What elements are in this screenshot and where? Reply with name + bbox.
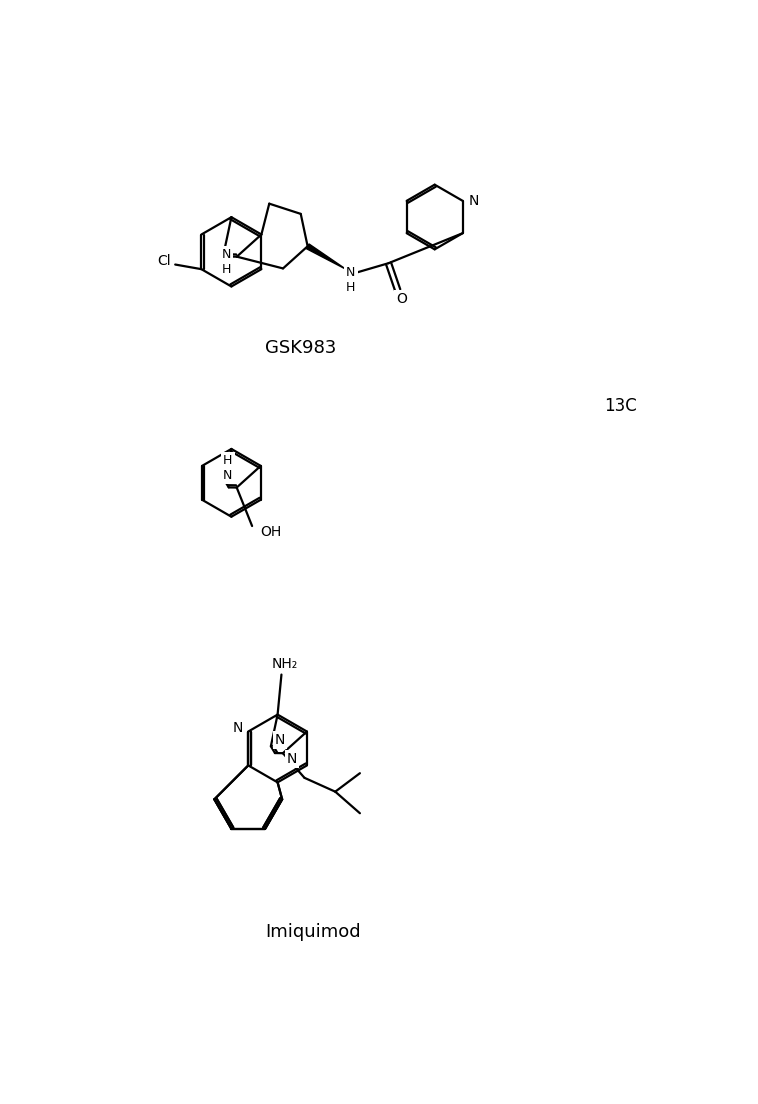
Text: GSK983: GSK983 (265, 339, 337, 357)
Text: N: N (287, 752, 297, 766)
Polygon shape (306, 244, 346, 269)
Text: Cl: Cl (158, 254, 171, 268)
Text: Imiquimod: Imiquimod (265, 923, 360, 941)
Text: H
N: H N (223, 454, 233, 482)
Text: N: N (232, 721, 243, 734)
Text: OH: OH (260, 526, 281, 539)
Text: NH₂: NH₂ (271, 657, 298, 671)
Text: N: N (468, 194, 478, 208)
Text: N
H: N H (221, 248, 230, 276)
Text: O: O (396, 293, 407, 307)
Text: N
H: N H (346, 266, 356, 294)
Text: N: N (275, 733, 285, 747)
Text: 13C: 13C (604, 396, 637, 415)
